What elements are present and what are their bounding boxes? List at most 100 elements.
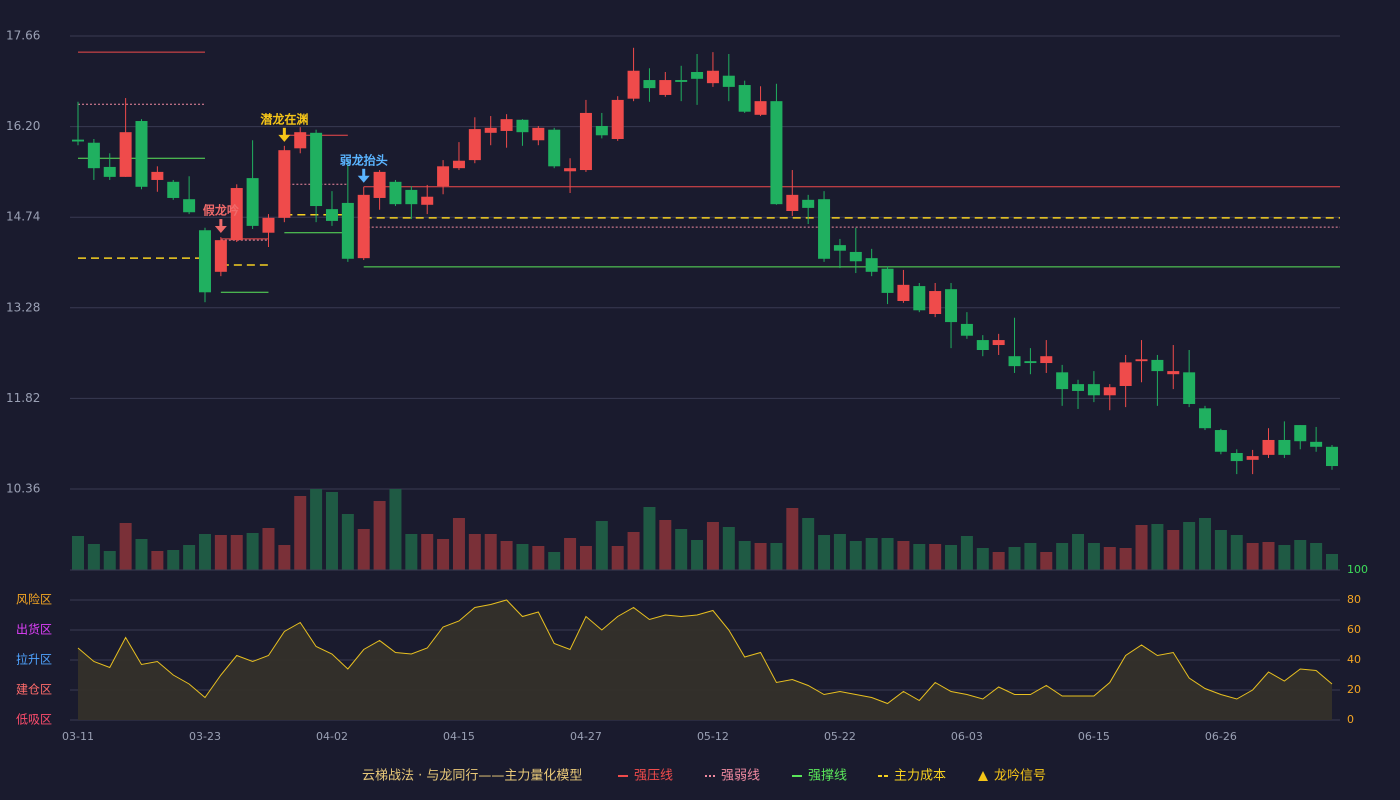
volume-bar bbox=[1008, 547, 1021, 570]
volume-bar bbox=[754, 543, 767, 570]
volume-bar bbox=[325, 492, 338, 570]
indicator-area bbox=[78, 600, 1332, 720]
volume-bar bbox=[627, 532, 640, 570]
legend-label: 强弱线 bbox=[721, 769, 760, 784]
volume-bar bbox=[484, 534, 497, 570]
volume-bar bbox=[865, 538, 878, 570]
indicator-tick-label: 100 bbox=[1347, 563, 1368, 576]
y-tick-label: 14.74 bbox=[6, 210, 40, 224]
candle-body bbox=[1183, 372, 1196, 404]
x-tick-label: 03-23 bbox=[189, 730, 221, 743]
volume-bar bbox=[405, 534, 418, 570]
candle-body bbox=[897, 284, 910, 301]
y-tick-label: 16.20 bbox=[6, 119, 40, 133]
volume-bar bbox=[833, 534, 846, 570]
volume-bar bbox=[1167, 530, 1180, 570]
candle-body bbox=[532, 127, 545, 141]
volume-bar bbox=[595, 521, 608, 570]
candle-body bbox=[1230, 453, 1243, 462]
candle-body bbox=[262, 217, 275, 233]
volume-bar bbox=[1214, 530, 1227, 570]
candle-body bbox=[786, 194, 799, 211]
zone-label: 建仓区 bbox=[16, 683, 52, 697]
candle-body bbox=[1040, 356, 1053, 364]
volume-bar bbox=[818, 535, 831, 570]
candle-body bbox=[595, 125, 608, 136]
volume-bar bbox=[341, 514, 354, 570]
candle-body bbox=[1024, 361, 1037, 364]
candle-body bbox=[1214, 430, 1227, 452]
signal-label: 潜龙在渊 bbox=[260, 111, 308, 126]
volume-bar bbox=[389, 489, 402, 570]
volume-bar bbox=[976, 548, 989, 570]
candle-body bbox=[976, 340, 989, 350]
candle-body bbox=[770, 101, 783, 205]
indicator-line bbox=[77, 599, 1333, 705]
volume-bar bbox=[1135, 525, 1148, 570]
y-tick-label: 11.82 bbox=[6, 391, 40, 405]
volume-bar bbox=[611, 546, 624, 570]
candle-body bbox=[659, 80, 672, 95]
candle-body bbox=[246, 178, 259, 226]
signal-label: 弱龙抬头 bbox=[340, 152, 388, 167]
candle-body bbox=[627, 70, 640, 99]
candle-body bbox=[1167, 371, 1180, 375]
candle-body bbox=[421, 196, 434, 205]
candle-body bbox=[119, 132, 132, 177]
x-tick-label: 06-03 bbox=[951, 730, 983, 743]
indicator-tick-label: 0 bbox=[1347, 713, 1354, 726]
zone-label: 拉升区 bbox=[16, 652, 52, 667]
volume-bar bbox=[1310, 543, 1323, 570]
legend-label: 主力成本 bbox=[894, 769, 946, 784]
volume-bar bbox=[198, 534, 211, 570]
volume-bar bbox=[1230, 535, 1243, 570]
volume-bar bbox=[945, 545, 958, 570]
volume-bar bbox=[802, 518, 815, 570]
signal-label: 假龙吟 bbox=[203, 203, 239, 218]
volume-bar bbox=[1056, 543, 1069, 570]
candle-body bbox=[1199, 408, 1212, 429]
candle-body bbox=[103, 166, 116, 177]
volume-bar bbox=[1294, 540, 1307, 570]
candle-body bbox=[1103, 387, 1116, 396]
volume-bar bbox=[310, 489, 323, 570]
legend-label: 强压线 bbox=[634, 769, 673, 784]
candle-body bbox=[802, 199, 815, 208]
volume-bar bbox=[262, 528, 275, 570]
legend-label: 强撑线 bbox=[808, 769, 847, 784]
candle-body bbox=[151, 171, 164, 180]
candle-body bbox=[1072, 384, 1085, 391]
volume-bar bbox=[1024, 543, 1037, 570]
zone-label: 出货区 bbox=[16, 622, 52, 637]
volume-bar bbox=[87, 544, 100, 570]
volume-bar bbox=[738, 541, 751, 570]
indicator-tick-label: 20 bbox=[1347, 683, 1361, 696]
candle-body bbox=[437, 166, 450, 187]
candle-body bbox=[1326, 446, 1338, 467]
candle-body bbox=[960, 323, 973, 336]
candle-body bbox=[516, 119, 529, 133]
volume-bar bbox=[849, 541, 862, 570]
candle-body bbox=[579, 112, 592, 171]
candle-body bbox=[500, 119, 513, 131]
volume-bar bbox=[421, 534, 434, 570]
x-tick-label: 06-26 bbox=[1205, 730, 1237, 743]
volume-bar bbox=[691, 540, 704, 570]
volume-bar bbox=[246, 533, 259, 570]
volume-bar bbox=[72, 536, 84, 570]
volume-bar bbox=[294, 496, 307, 570]
volume-bar bbox=[548, 552, 561, 570]
volume-bar bbox=[1119, 548, 1132, 570]
volume-bar bbox=[992, 552, 1005, 570]
volume-bar bbox=[357, 529, 370, 570]
volume-bar bbox=[230, 535, 243, 570]
volume-bar bbox=[135, 539, 148, 570]
volume-bar bbox=[722, 527, 735, 570]
x-tick-label: 04-15 bbox=[443, 730, 475, 743]
candle-body bbox=[1278, 439, 1291, 455]
candle-body bbox=[833, 245, 846, 251]
volume-bar bbox=[151, 551, 164, 570]
candle-body bbox=[135, 121, 148, 187]
signal-arrow-head bbox=[214, 226, 227, 234]
volume-bar bbox=[960, 536, 973, 570]
